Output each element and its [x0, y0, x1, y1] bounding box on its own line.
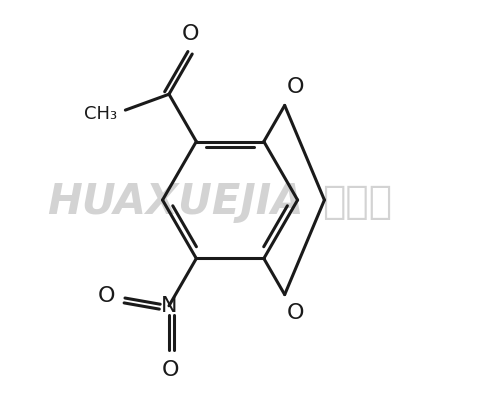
Text: HUAXUEJIA: HUAXUEJIA [47, 181, 304, 223]
Text: CH₃: CH₃ [84, 105, 118, 123]
Text: O: O [181, 24, 199, 44]
Text: O: O [287, 78, 304, 98]
Text: N: N [161, 296, 177, 316]
Text: O: O [162, 360, 180, 380]
Text: 化学加: 化学加 [322, 183, 392, 221]
Text: O: O [97, 286, 115, 306]
Text: O: O [287, 302, 304, 322]
